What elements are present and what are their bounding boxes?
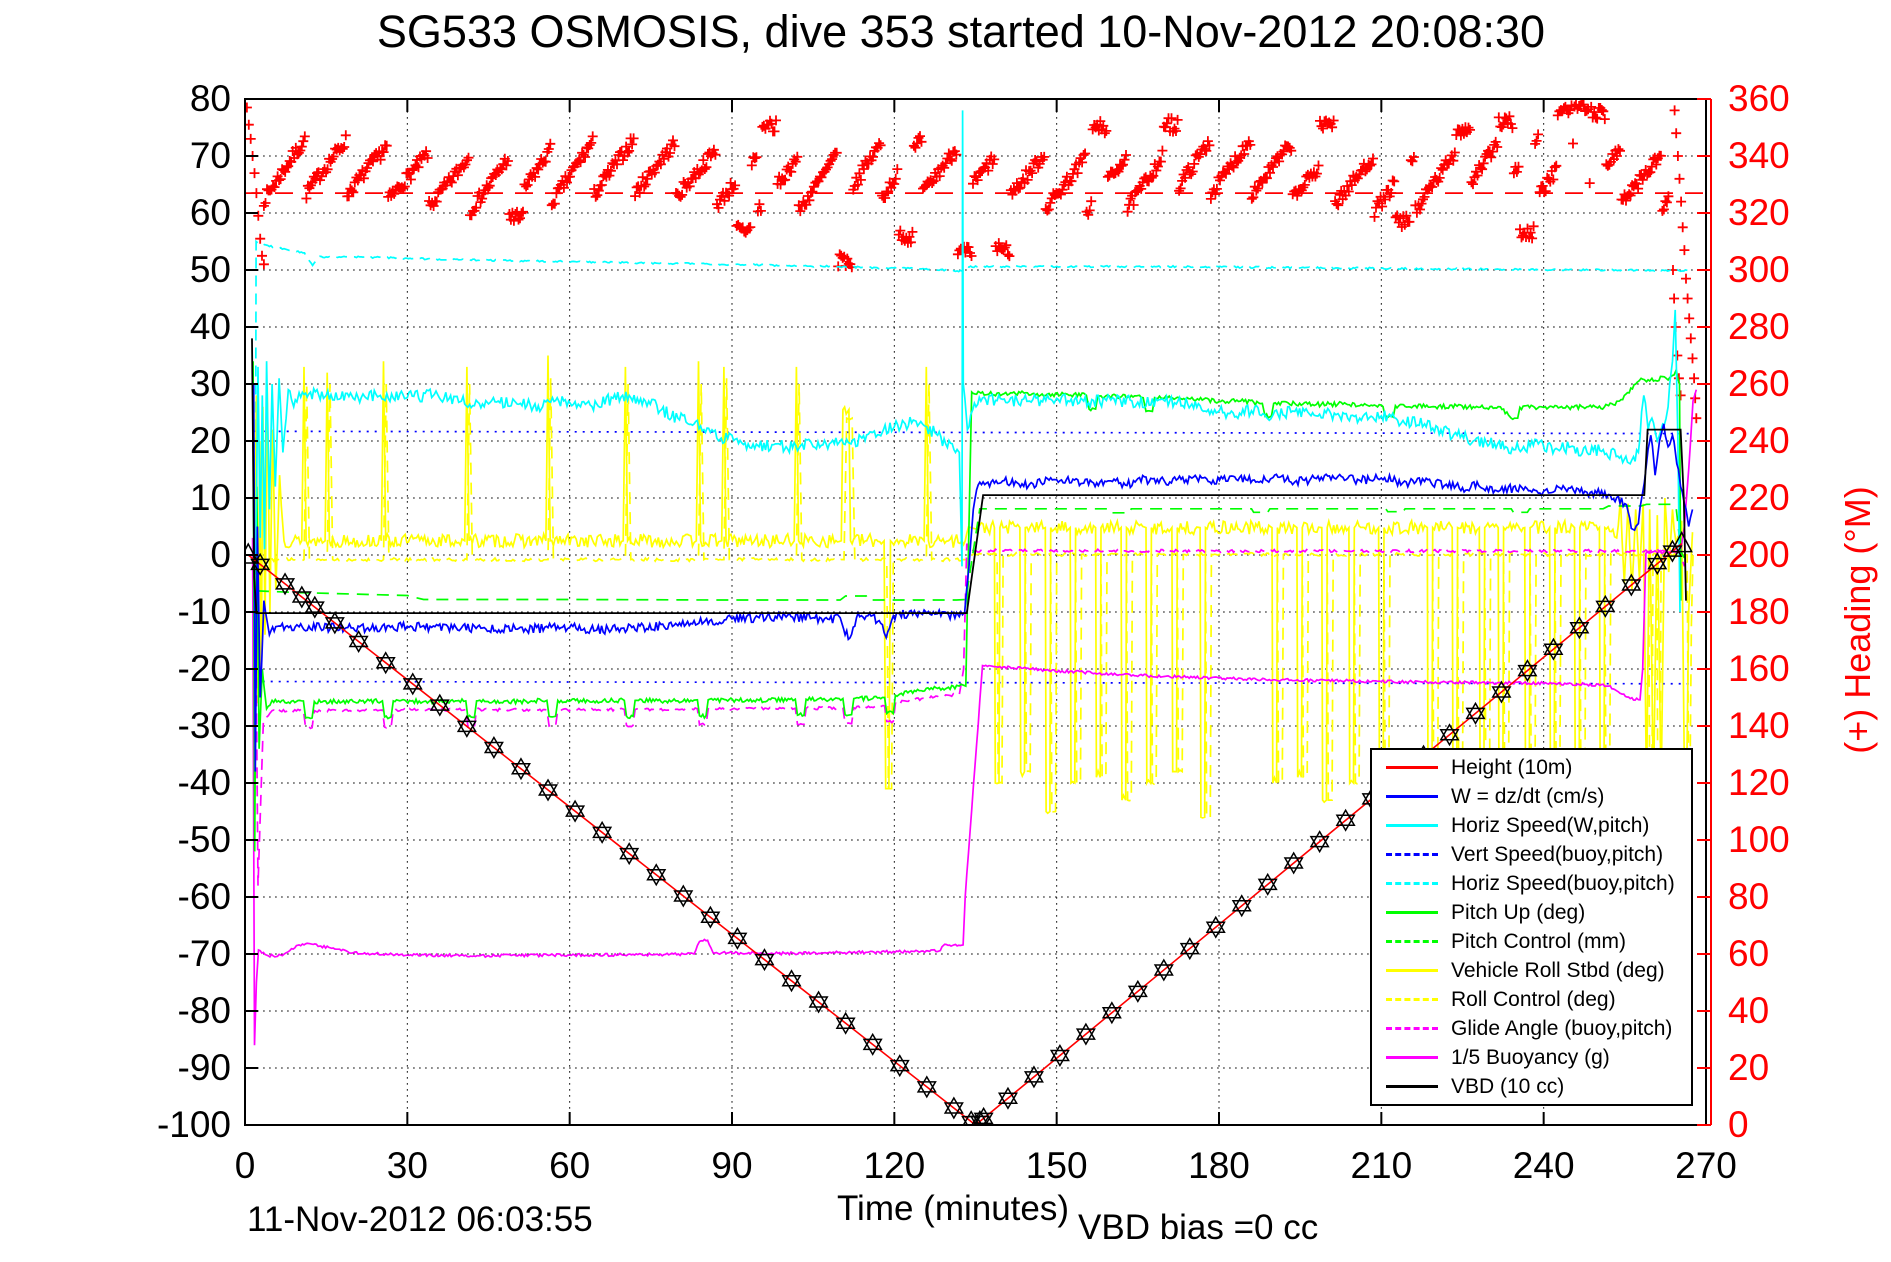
legend-line-swatch <box>1386 853 1438 856</box>
legend-label: Vert Speed(buoy,pitch) <box>1451 842 1664 866</box>
height <box>247 542 1683 1125</box>
legend-label: Roll Control (deg) <box>1451 987 1616 1011</box>
heading-measured <box>245 99 1702 424</box>
legend-label: Height (10m) <box>1451 755 1573 779</box>
legend-label: Horiz Speed(W,pitch) <box>1451 813 1650 837</box>
legend-label: Vehicle Roll Stbd (deg) <box>1451 958 1665 982</box>
horiz-speed-measured <box>254 110 1681 613</box>
legend-item: VBD (10 cc) <box>1372 1073 1691 1101</box>
glide-angle <box>254 543 1686 886</box>
legend-item: 1/5 Buoyancy (g) <box>1372 1044 1691 1072</box>
legend-item: Pitch Control (mm) <box>1372 928 1691 956</box>
legend-line-swatch <box>1386 795 1438 798</box>
series-group <box>245 99 1706 1125</box>
legend-item: Vehicle Roll Stbd (deg) <box>1372 957 1691 985</box>
vbd <box>251 338 1687 614</box>
buoyancy-fifth <box>251 389 1698 1046</box>
legend-line-swatch <box>1386 911 1438 914</box>
legend-item: Horiz Speed(W,pitch) <box>1372 812 1691 840</box>
legend-label: W = dz/dt (cm/s) <box>1451 784 1605 808</box>
legend-line-swatch <box>1386 882 1438 885</box>
pitch-control <box>256 503 1686 601</box>
pitch-up <box>252 361 1682 852</box>
horiz-speed-model <box>254 239 1690 755</box>
legend-item: Vert Speed(buoy,pitch) <box>1372 841 1691 869</box>
legend-item: Pitch Up (deg) <box>1372 899 1691 927</box>
chart-title: SG533 OSMOSIS, dive 353 started 10-Nov-2… <box>376 6 1546 57</box>
legend-label: VBD (10 cc) <box>1451 1074 1565 1098</box>
vehicle-roll <box>253 355 1694 869</box>
legend-line-swatch <box>1386 998 1438 1001</box>
legend-item: Glide Angle (buoy,pitch) <box>1372 1015 1691 1043</box>
legend-item: W = dz/dt (cm/s) <box>1372 783 1691 811</box>
legend-line-swatch <box>1386 940 1438 943</box>
legend-label: Pitch Up (deg) <box>1451 900 1586 924</box>
legend-item: Roll Control (deg) <box>1372 986 1691 1014</box>
timestamp-label: 11-Nov-2012 06:03:55 <box>247 1200 593 1239</box>
legend-line-swatch <box>1386 824 1438 827</box>
legend-label: Glide Angle (buoy,pitch) <box>1451 1016 1673 1040</box>
legend-box: Height (10m) W = dz/dt (cm/s) Horiz Speed(… <box>1370 748 1693 1106</box>
roll-control <box>255 378 1694 869</box>
legend-line-swatch <box>1386 766 1438 769</box>
legend-item: Height (10m) <box>1372 754 1691 782</box>
legend-label: Horiz Speed(buoy,pitch) <box>1451 871 1675 895</box>
legend-line-swatch <box>1386 1027 1438 1030</box>
right-axis <box>1697 98 1712 1126</box>
x-axis-label: Time (minutes) <box>836 1189 1070 1228</box>
legend-label: Pitch Control (mm) <box>1451 929 1627 953</box>
legend-line-swatch <box>1386 1056 1438 1059</box>
w-measured <box>252 383 1694 772</box>
vbd-bias-label: VBD bias =0 cc <box>1078 1208 1319 1247</box>
legend-line-swatch <box>1386 1085 1438 1088</box>
legend-item: Horiz Speed(buoy,pitch) <box>1372 870 1691 898</box>
legend-label: 1/5 Buoyancy (g) <box>1451 1045 1610 1069</box>
right-axis-label: (+) Heading (°M) <box>1837 486 1878 754</box>
legend-line-swatch <box>1386 969 1438 972</box>
